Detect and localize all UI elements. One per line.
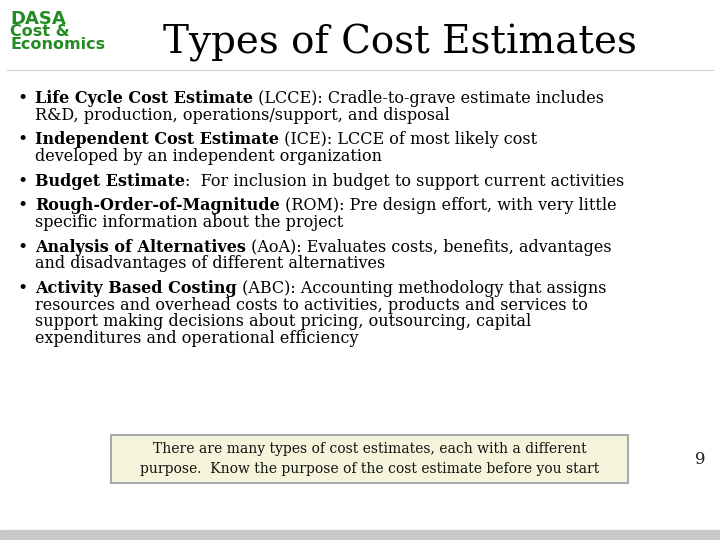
Text: resources and overhead costs to activities, products and services to: resources and overhead costs to activiti… [35, 297, 588, 314]
Text: (ICE): LCCE of most likely cost: (ICE): LCCE of most likely cost [279, 131, 537, 148]
Text: •: • [17, 239, 27, 256]
Text: Budget Estimate: Budget Estimate [35, 173, 185, 190]
Text: Cost &: Cost & [10, 24, 70, 39]
Text: Economics: Economics [10, 37, 105, 52]
Bar [0, 530, 720, 540]
Text: (AoA): Evaluates costs, benefits, advantages: (AoA): Evaluates costs, benefits, advant… [246, 239, 611, 256]
Text: Types of Cost Estimates: Types of Cost Estimates [163, 24, 637, 62]
Text: There are many types of cost estimates, each with a different
purpose.  Know the: There are many types of cost estimates, … [140, 442, 599, 476]
Text: •: • [17, 198, 27, 214]
Text: DASA: DASA [10, 10, 66, 28]
Text: •: • [17, 90, 27, 107]
Text: support making decisions about pricing, outsourcing, capital: support making decisions about pricing, … [35, 313, 531, 330]
Text: Rough-Order-of-Magnitude: Rough-Order-of-Magnitude [35, 198, 280, 214]
Text: Life Cycle Cost Estimate: Life Cycle Cost Estimate [35, 90, 253, 107]
Text: R&D, production, operations/support, and disposal: R&D, production, operations/support, and… [35, 107, 450, 124]
FancyBboxPatch shape [111, 435, 628, 483]
Text: (LCCE): Cradle-to-grave estimate includes: (LCCE): Cradle-to-grave estimate include… [253, 90, 604, 107]
Text: developed by an independent organization: developed by an independent organization [35, 148, 382, 165]
Text: •: • [17, 280, 27, 297]
Text: :  For inclusion in budget to support current activities: : For inclusion in budget to support cur… [185, 173, 624, 190]
Text: •: • [17, 131, 27, 148]
Text: expenditures and operational efficiency: expenditures and operational efficiency [35, 330, 359, 347]
Text: and disadvantages of different alternatives: and disadvantages of different alternati… [35, 255, 385, 272]
Text: 9: 9 [695, 450, 706, 468]
Text: Independent Cost Estimate: Independent Cost Estimate [35, 131, 279, 148]
Text: (ABC): Accounting methodology that assigns: (ABC): Accounting methodology that assig… [237, 280, 606, 297]
Text: (ROM): Pre design effort, with very little: (ROM): Pre design effort, with very litt… [280, 198, 616, 214]
Text: Activity Based Costing: Activity Based Costing [35, 280, 237, 297]
Text: specific information about the project: specific information about the project [35, 214, 343, 231]
Text: Analysis of Alternatives: Analysis of Alternatives [35, 239, 246, 256]
Text: •: • [17, 173, 27, 190]
